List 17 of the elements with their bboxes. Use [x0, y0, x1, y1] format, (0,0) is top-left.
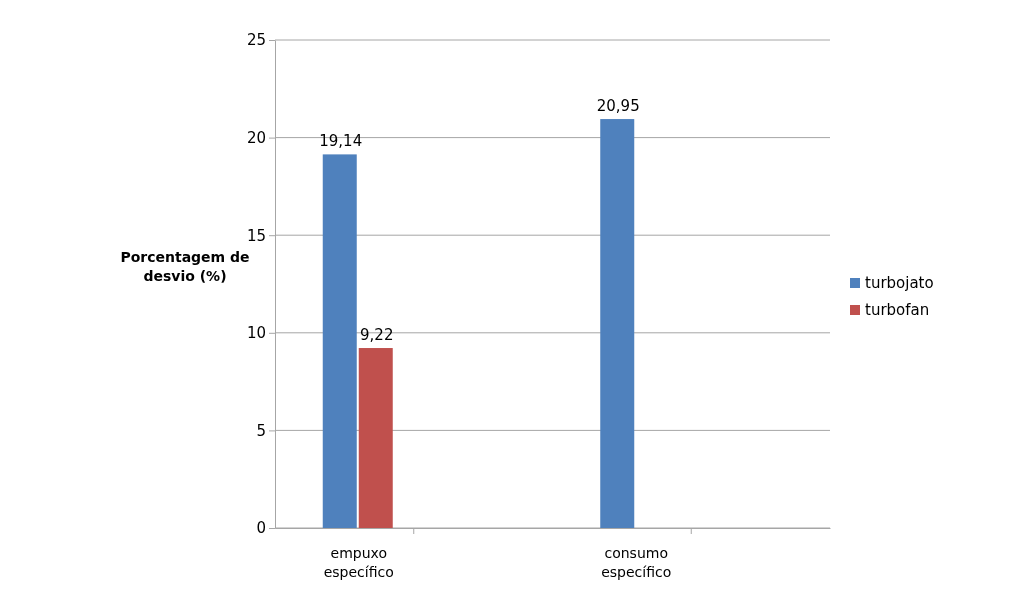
bar: [358, 348, 393, 528]
bar: [322, 154, 357, 528]
y-tick-label: 15: [246, 226, 266, 245]
bar: [600, 119, 635, 528]
legend-label: turbofan: [865, 301, 930, 319]
y-tick-label: 0: [256, 519, 266, 538]
data-label: 9,22: [360, 326, 394, 345]
y-tick-label: 20: [246, 128, 266, 147]
legend-label: turbojato: [865, 274, 934, 292]
y-tick-label: 10: [246, 324, 266, 343]
y-tick-label: 5: [256, 421, 266, 440]
y-tick-label: 25: [246, 31, 266, 50]
data-label: 20,95: [596, 97, 640, 116]
y-axis-title: Porcentagem de desvio (%): [120, 249, 250, 284]
x-tick-label: empuxo específico: [323, 545, 394, 580]
data-label: 19,14: [319, 132, 363, 151]
x-tick-label: consumo específico: [601, 545, 672, 580]
